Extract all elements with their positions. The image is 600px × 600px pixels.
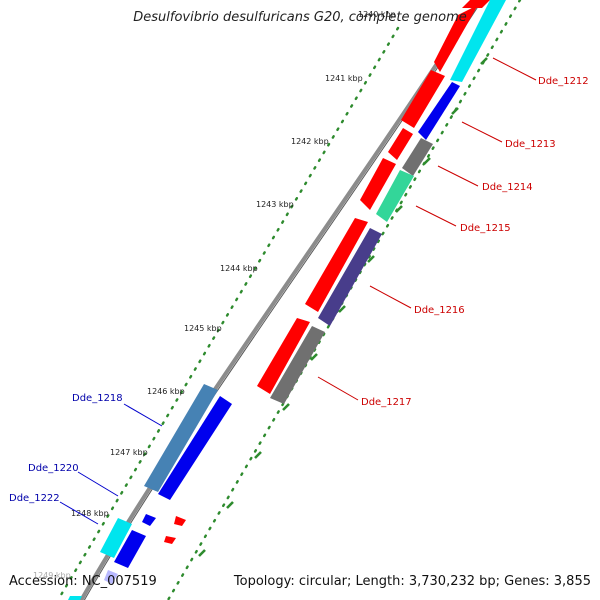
gene-label-forward[interactable]: Dde_1217 bbox=[361, 397, 412, 408]
gene-block-forward[interactable] bbox=[318, 228, 382, 326]
gene-block-forward[interactable] bbox=[270, 326, 325, 404]
leader-line bbox=[369, 285, 412, 309]
tick-label: 1247 kbp bbox=[110, 448, 148, 457]
gene-block-reverse[interactable] bbox=[104, 570, 118, 584]
gene-block-reverse[interactable] bbox=[114, 530, 146, 568]
gene-label-forward[interactable]: Dde_1215 bbox=[460, 223, 511, 234]
gene-label-reverse[interactable]: Dde_1218 bbox=[72, 393, 123, 404]
gene-block-forward[interactable] bbox=[418, 82, 460, 140]
gene-block-forward[interactable] bbox=[401, 70, 445, 128]
leader-line bbox=[59, 501, 99, 525]
outer-major-ticks bbox=[198, 57, 488, 557]
gene-block-forward-small[interactable] bbox=[174, 516, 186, 526]
gene-block-forward[interactable] bbox=[388, 128, 413, 160]
gene-block-forward[interactable] bbox=[434, 5, 478, 72]
forward-gene-labels bbox=[317, 57, 537, 401]
gene-block-forward[interactable] bbox=[360, 158, 396, 210]
gene-block-forward[interactable] bbox=[450, 0, 506, 82]
gene-label-reverse[interactable]: Dde_1222 bbox=[9, 493, 60, 504]
gene-label-forward[interactable]: Dde_1213 bbox=[505, 139, 556, 150]
tick-label: 1242 kbp bbox=[291, 137, 329, 146]
gene-block-forward[interactable] bbox=[305, 218, 368, 312]
tick-label: 1245 kbp bbox=[184, 324, 222, 333]
tick-label: 1246 kbp bbox=[147, 387, 185, 396]
leader-line bbox=[317, 376, 359, 401]
leader-line bbox=[415, 205, 457, 227]
accession-text: Accession: NC_007519 bbox=[9, 574, 157, 589]
gene-block-reverse[interactable] bbox=[158, 396, 232, 500]
gene-block-reverse[interactable] bbox=[144, 384, 218, 492]
gene-label-forward[interactable]: Dde_1214 bbox=[482, 182, 533, 193]
gene-block-forward[interactable] bbox=[257, 318, 310, 394]
reverse-gene-labels bbox=[59, 403, 163, 525]
gene-block-forward-small[interactable] bbox=[164, 536, 176, 544]
gene-block-forward[interactable] bbox=[462, 0, 490, 8]
forward-genes bbox=[257, 0, 506, 404]
reverse-genes bbox=[68, 384, 232, 600]
tick-label: 1248 kbp bbox=[71, 509, 109, 518]
leader-line bbox=[123, 403, 163, 427]
gene-label-forward[interactable]: Dde_1216 bbox=[414, 305, 465, 316]
leader-line bbox=[461, 121, 503, 143]
gene-label-forward[interactable]: Dde_1212 bbox=[538, 76, 589, 87]
tick-label: 1241 kbp bbox=[325, 74, 363, 83]
tick-label: 1243 kbp bbox=[256, 200, 294, 209]
genome-summary-text: Topology: circular; Length: 3,730,232 bp… bbox=[233, 574, 591, 589]
leader-line bbox=[492, 57, 537, 81]
tick-label: 1244 kbp bbox=[220, 264, 258, 273]
leader-line bbox=[77, 471, 119, 497]
reverse-gene-label-texts: Dde_1218 Dde_1220 Dde_1222 bbox=[9, 393, 123, 504]
tick-label: 1249 kbp bbox=[33, 571, 71, 580]
tick-labels: 1240 kbp 1241 kbp 1242 kbp 1243 kbp 1244… bbox=[33, 10, 396, 580]
gene-block-forward[interactable] bbox=[376, 170, 414, 222]
leader-line bbox=[437, 165, 479, 187]
inner-tick-dots bbox=[56, 26, 400, 600]
gene-block-reverse[interactable] bbox=[68, 596, 82, 600]
map-title: Desulfovibrio desulfuricans G20, complet… bbox=[133, 10, 467, 25]
outer-tick-dots bbox=[166, 0, 522, 600]
forward-gene-label-texts: Dde_1212 Dde_1213 Dde_1214 Dde_1215 Dde_… bbox=[361, 76, 589, 408]
gene-label-reverse[interactable]: Dde_1220 bbox=[28, 463, 79, 474]
gene-block-forward[interactable] bbox=[402, 138, 433, 176]
gene-block-reverse[interactable] bbox=[100, 518, 132, 558]
gene-block-reverse[interactable] bbox=[142, 514, 156, 526]
tick-label: 1240 kbp bbox=[358, 10, 396, 19]
